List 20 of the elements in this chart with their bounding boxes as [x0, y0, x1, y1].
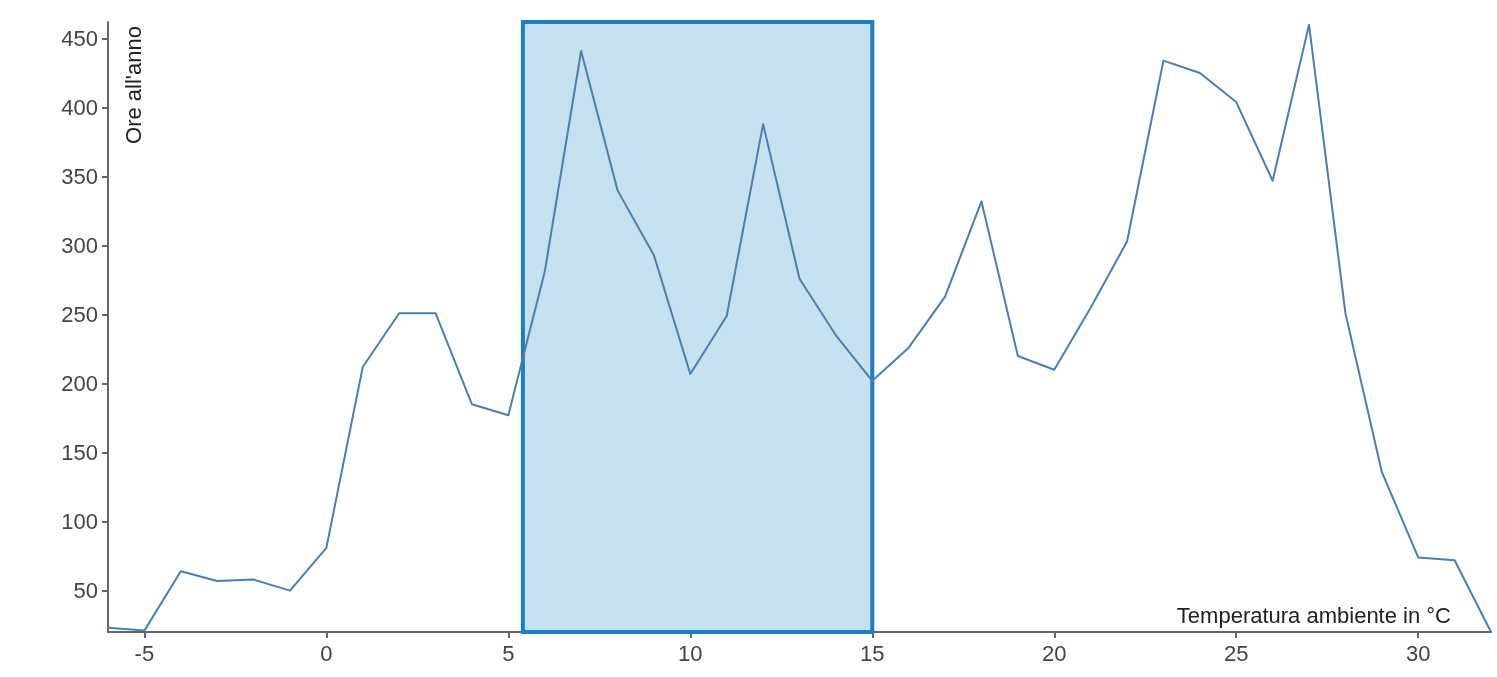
x-tick-label: 25 — [1223, 640, 1249, 666]
x-tick-label: 0 — [320, 640, 333, 666]
y-axis-title: Ore all'anno — [120, 26, 146, 144]
x-tick-label: 15 — [860, 640, 885, 666]
y-tick-label: 50 — [73, 578, 98, 604]
x-tick-label: 10 — [678, 640, 703, 666]
line-series — [107, 23, 1492, 633]
y-tick-label: 400 — [61, 95, 98, 121]
y-tick-label: 250 — [61, 302, 98, 328]
y-tick-label: 350 — [61, 164, 98, 190]
x-tick-label: 5 — [502, 640, 515, 666]
y-tick-label: 200 — [61, 371, 98, 397]
y-tick-label: 450 — [61, 26, 98, 52]
x-tick-label: 30 — [1405, 640, 1431, 666]
y-tick-label: 100 — [61, 509, 98, 535]
x-tick-label: -5 — [134, 640, 155, 666]
x-tick-label: 20 — [1042, 640, 1067, 666]
y-tick-label: 150 — [61, 440, 98, 466]
y-tick-label: 300 — [61, 233, 98, 259]
x-axis-title: Temperatura ambiente in °C — [1176, 602, 1452, 628]
